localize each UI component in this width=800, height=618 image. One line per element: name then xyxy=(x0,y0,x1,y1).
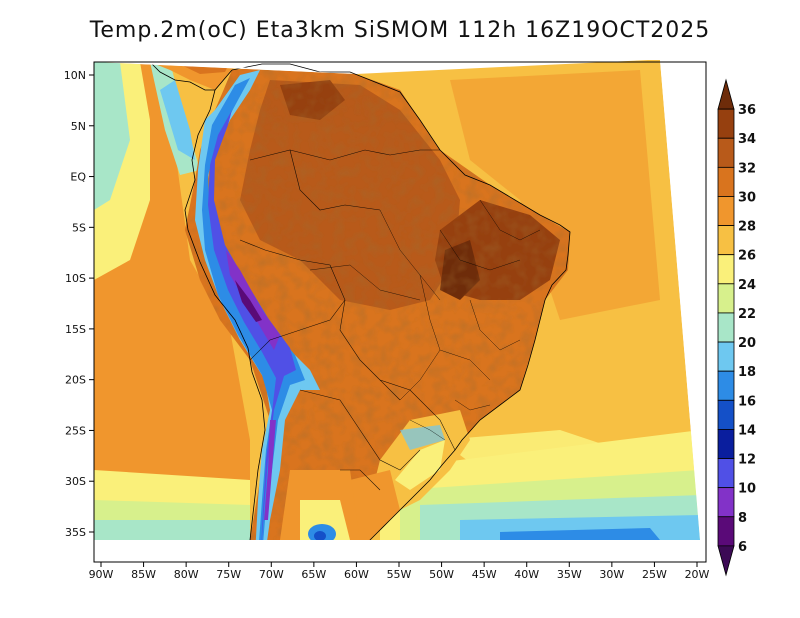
x-tick-label: 30W xyxy=(599,568,624,581)
colorbar-swatch xyxy=(717,516,735,547)
colorbar-swatch xyxy=(717,78,735,110)
colorbar-swatch xyxy=(717,225,735,256)
x-tick-label: 60W xyxy=(344,568,369,581)
colorbar-swatch xyxy=(717,545,735,577)
country-borders xyxy=(239,149,456,491)
state-borders xyxy=(309,199,541,441)
colorbar-label: 8 xyxy=(738,511,747,526)
x-tick-label: 90W xyxy=(89,568,114,581)
map-title: Temp.2m(oC) Eta3km SiSMOM 112h 16Z19OCT2… xyxy=(89,18,711,43)
colorbar-label: 18 xyxy=(738,365,756,380)
colorbar-swatch xyxy=(717,166,735,197)
colorbar: 36 34 32 30 28 26 24 22 20 18 16 14 12 10 8 6 xyxy=(717,78,756,577)
colorbar-swatch xyxy=(717,108,735,139)
x-tick-label: 80W xyxy=(174,568,199,581)
y-tick-label: 5S xyxy=(72,221,86,234)
colorbar-label: 12 xyxy=(738,453,756,468)
colorbar-swatch xyxy=(717,341,735,372)
x-axis: 90W 85W 80W 75W 70W 65W 60W 55W 50W 45W 40W 35W 30W 2… xyxy=(89,562,710,581)
x-tick-label: 50W xyxy=(429,568,454,581)
colorbar-swatch xyxy=(717,399,735,430)
temperature-field xyxy=(94,60,700,540)
x-tick-label: 45W xyxy=(472,568,497,581)
coastline xyxy=(149,61,571,557)
x-tick-label: 85W xyxy=(131,568,156,581)
colorbar-label: 26 xyxy=(738,249,756,264)
y-tick-label: 20S xyxy=(65,374,86,387)
colorbar-swatch xyxy=(717,283,735,314)
y-tick-label: 15S xyxy=(65,323,86,336)
colorbar-swatch xyxy=(717,370,735,401)
colorbar-label: 20 xyxy=(738,336,756,351)
x-tick-label: 40W xyxy=(514,568,539,581)
y-tick-label: 5N xyxy=(71,120,86,133)
x-tick-label: 25W xyxy=(642,568,667,581)
colorbar-swatch xyxy=(717,429,735,459)
colorbar-label: 34 xyxy=(738,132,756,147)
x-tick-label: 65W xyxy=(301,568,326,581)
colorbar-label: 22 xyxy=(738,307,756,322)
colorbar-swatch xyxy=(717,458,735,489)
colorbar-label: 36 xyxy=(738,103,756,118)
colorbar-swatch xyxy=(717,254,735,285)
colorbar-label: 32 xyxy=(738,161,756,176)
y-tick-label: 35S xyxy=(65,526,86,539)
colorbar-label: 6 xyxy=(738,540,747,555)
colorbar-label: 14 xyxy=(738,423,756,438)
colorbar-label: 30 xyxy=(738,190,756,205)
x-tick-label: 35W xyxy=(557,568,582,581)
x-tick-label: 70W xyxy=(259,568,284,581)
colorbar-label: 16 xyxy=(738,394,756,409)
y-axis: 10N 5N EQ 5S 10S 15S 20S 25S 30S 35S xyxy=(64,69,94,539)
x-tick-label: 75W xyxy=(216,568,241,581)
y-tick-label: 10S xyxy=(65,272,86,285)
x-tick-label: 55W xyxy=(387,568,412,581)
y-tick-label: 25S xyxy=(65,424,86,437)
colorbar-label: 28 xyxy=(738,220,756,235)
colorbar-swatch xyxy=(717,196,735,226)
x-tick-label: 20W xyxy=(685,568,710,581)
outside-domain xyxy=(660,60,706,540)
colorbar-swatch xyxy=(717,312,735,343)
colorbar-label: 24 xyxy=(738,278,756,293)
y-tick-label: 10N xyxy=(64,69,86,82)
colorbar-swatch xyxy=(717,487,735,518)
colorbar-swatch xyxy=(717,137,735,168)
y-tick-label: 30S xyxy=(65,475,86,488)
y-tick-label: EQ xyxy=(70,171,86,184)
colorbar-label: 10 xyxy=(738,482,756,497)
